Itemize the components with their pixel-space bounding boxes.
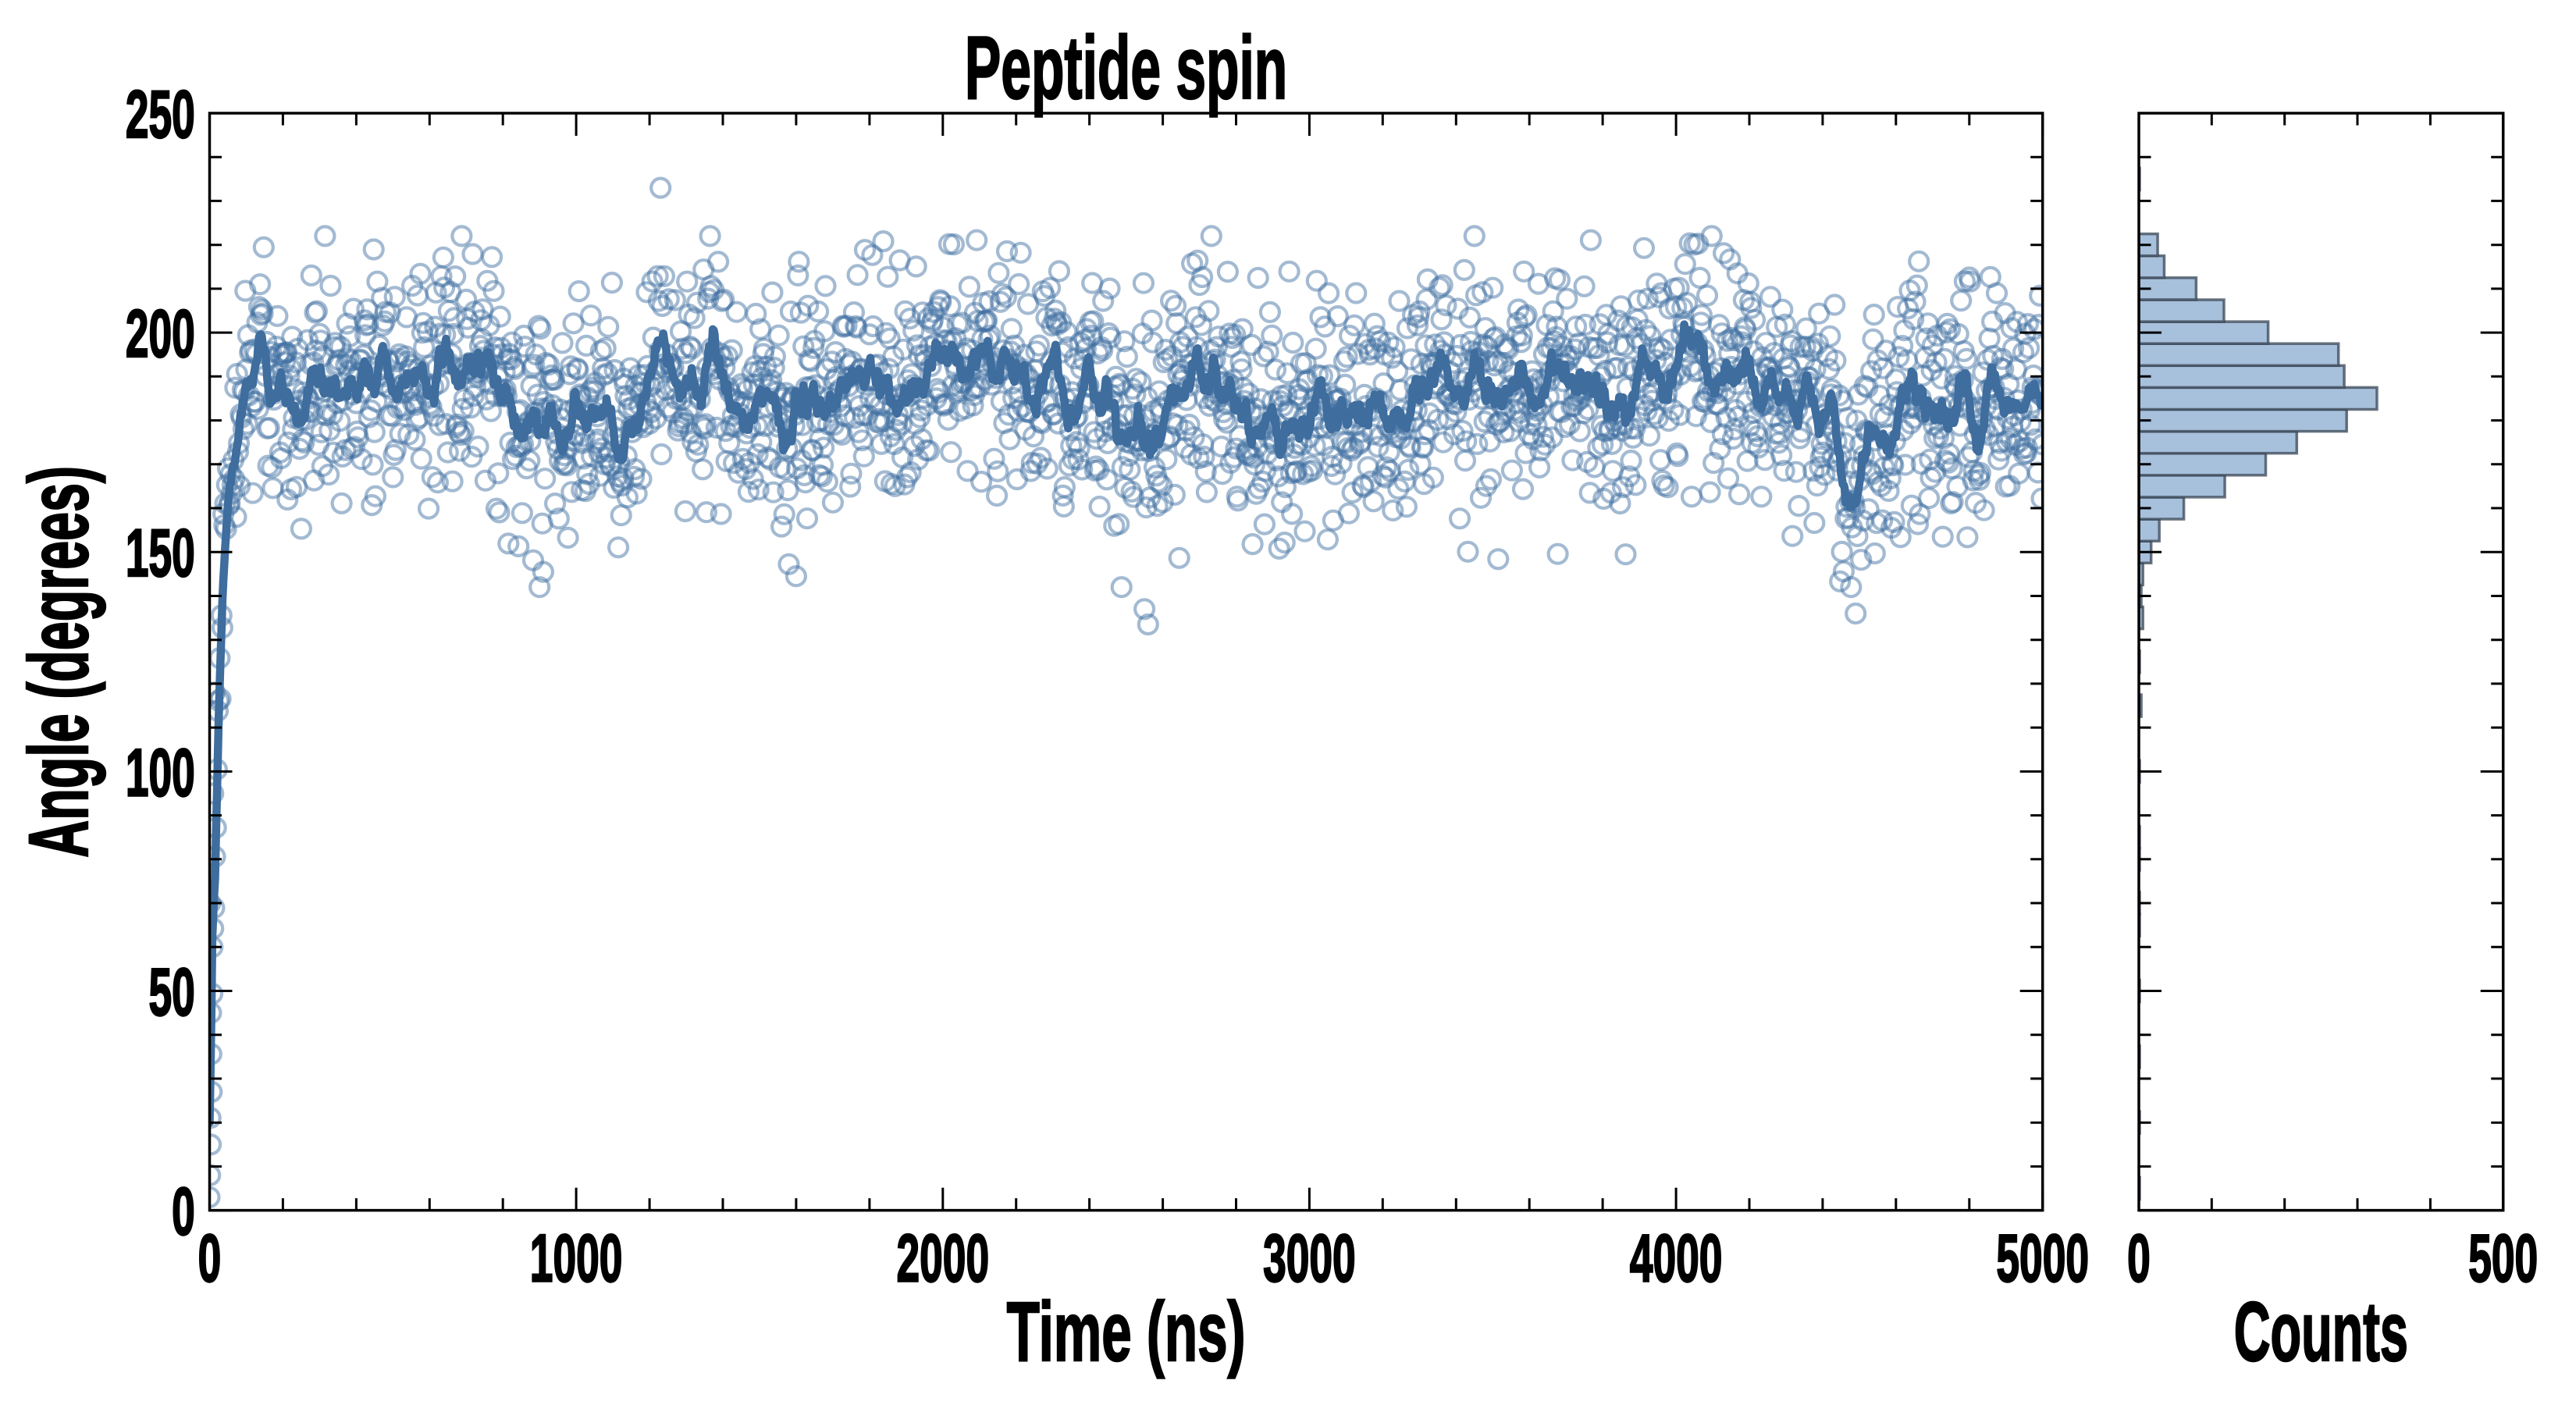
svg-text:250: 250 <box>126 77 195 152</box>
svg-text:4000: 4000 <box>1630 1221 1723 1296</box>
svg-text:2000: 2000 <box>896 1221 989 1296</box>
svg-text:Counts: Counts <box>2234 1284 2408 1378</box>
svg-text:50: 50 <box>148 955 194 1030</box>
svg-text:Time (ns): Time (ns) <box>1007 1286 1246 1379</box>
svg-text:0: 0 <box>198 1221 222 1296</box>
svg-text:1000: 1000 <box>530 1221 623 1296</box>
svg-text:500: 500 <box>2468 1221 2538 1296</box>
svg-text:100: 100 <box>126 735 195 810</box>
svg-text:200: 200 <box>126 297 195 372</box>
svg-text:150: 150 <box>126 516 195 591</box>
svg-text:0: 0 <box>2127 1221 2151 1296</box>
svg-text:3000: 3000 <box>1263 1221 1356 1296</box>
svg-text:5000: 5000 <box>1996 1221 2089 1296</box>
svg-text:Angle (degrees): Angle (degrees) <box>11 466 105 858</box>
svg-text:0: 0 <box>172 1175 195 1250</box>
svg-text:Peptide spin: Peptide spin <box>965 20 1287 119</box>
